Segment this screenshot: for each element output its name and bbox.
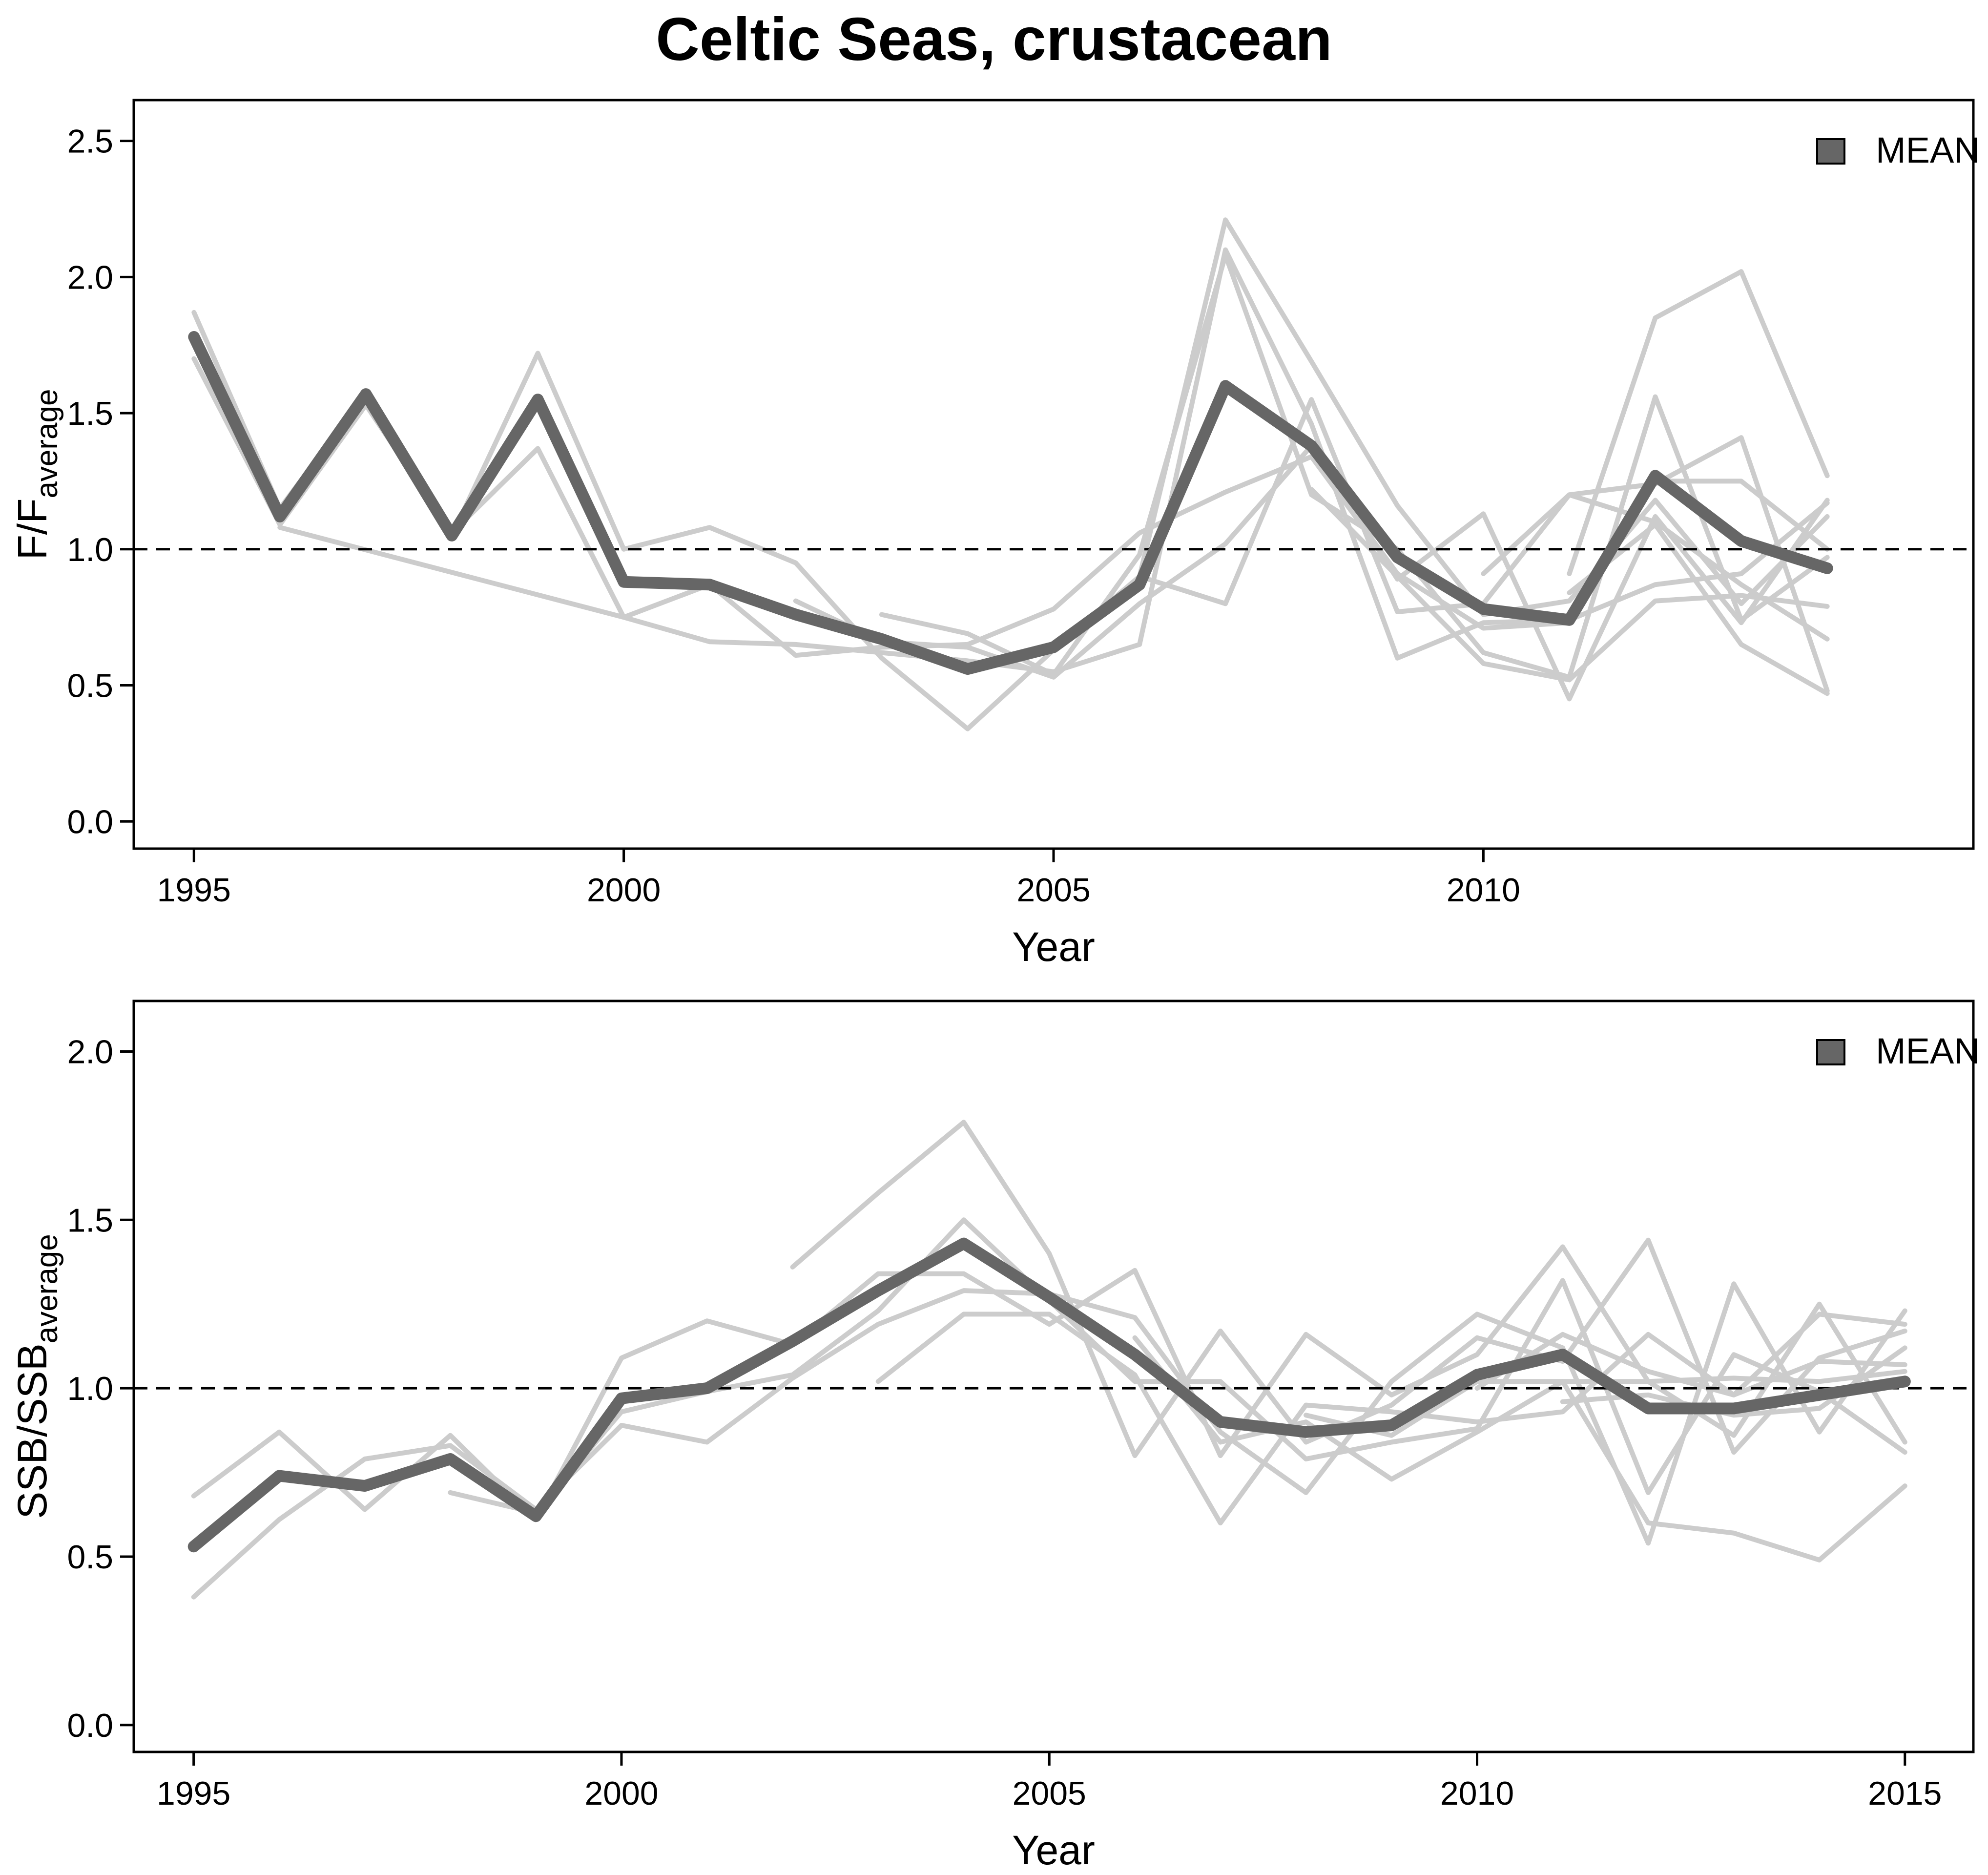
- f-ratio-y-tick-label: 1.0: [67, 531, 113, 568]
- ssb-ratio-y-tick-label: 2.0: [67, 1033, 113, 1070]
- ssb-ratio-x-tick-label: 2010: [1440, 1775, 1514, 1812]
- ssb-ratio-stock-lines: [191, 1120, 1907, 1600]
- f-ratio-stock-line-10: [1481, 492, 1830, 642]
- ssb-ratio-x-tick-label: 2005: [1013, 1775, 1086, 1812]
- ssb-ratio-y-tick-label: 0.5: [67, 1539, 113, 1576]
- f-ratio-y-tick-label: 2.0: [67, 259, 113, 296]
- ssb-ratio-y-tick-label: 0.0: [67, 1707, 113, 1744]
- ssb-ratio-mean-line: [187, 1237, 1911, 1553]
- ssb-ratio-x-tick-label: 2015: [1868, 1775, 1942, 1812]
- f-ratio-stock-line-8: [1567, 269, 1830, 576]
- ssb-ratio-stock-line-2: [191, 1281, 1907, 1600]
- ssb-ratio-y-tick-label: 1.5: [67, 1202, 113, 1239]
- f-ratio-y-tick-label: 0.0: [67, 803, 113, 840]
- f-ratio-x-tick-label: 1995: [157, 872, 231, 909]
- ssb-ratio-legend-label: MEAN: [1876, 1031, 1980, 1071]
- f-ratio-mean-line: [188, 331, 1833, 675]
- f-ratio-legend-swatch: [1816, 138, 1845, 165]
- f-ratio-y-tick-label: 2.5: [67, 123, 113, 160]
- ssb-ratio-y-axis-label-main: SSB/SSB: [9, 1343, 55, 1519]
- f-ratio-stock-line-5: [879, 252, 1830, 680]
- f-ratio-legend-label: MEAN: [1876, 130, 1980, 170]
- f-ratio-x-tick-label: 2005: [1016, 872, 1090, 909]
- f-ratio-stock-line-7: [1309, 487, 1830, 683]
- ssb-ratio-y-tick-label: 1.0: [67, 1370, 113, 1407]
- f-ratio-x-axis-label: Year: [1012, 924, 1095, 970]
- f-ratio-stock-line-6: [1137, 397, 1830, 693]
- ssb-ratio-stock-line-8: [1474, 1332, 1907, 1397]
- ssb-ratio-y-axis-label-sub: average: [30, 1234, 64, 1343]
- f-ratio-y-tick-label: 1.5: [67, 395, 113, 432]
- ssb-ratio-y-axis-label: SSB/SSBaverage: [9, 1234, 64, 1519]
- f-ratio-x-tick-label: 2010: [1447, 872, 1520, 909]
- ssb-ratio-x-axis-label: Year: [1012, 1827, 1095, 1873]
- f-ratio-panel: 0.0 0.5 1.0 1.5 2.0 2.5 1995 2000 2005 2010 Year F/…: [9, 99, 1980, 970]
- f-ratio-y-axis-label-sub: average: [30, 389, 64, 498]
- ssb-ratio-panel: 0.0 0.5 1.0 1.5 2.0 1995 2000 2005 2010 2015 Year S…: [9, 1000, 1980, 1873]
- ssb-ratio-stock-line-1: [191, 1244, 1907, 1522]
- f-ratio-y-tick-label: 0.5: [67, 667, 113, 705]
- ssb-ratio-x-tick-label: 1995: [157, 1775, 230, 1812]
- f-ratio-y-axis-label-main: F/F: [9, 499, 55, 560]
- ssb-ratio-legend-swatch: [1816, 1039, 1845, 1065]
- f-ratio-x-tick-label: 2000: [587, 872, 661, 909]
- ssb-ratio-plot-frame: [132, 1000, 1975, 1753]
- ssb-ratio-x-tick-label: 2000: [584, 1775, 658, 1812]
- f-ratio-y-axis-label: F/Faverage: [9, 389, 64, 560]
- figure-title: Celtic Seas, crustacean: [656, 6, 1332, 73]
